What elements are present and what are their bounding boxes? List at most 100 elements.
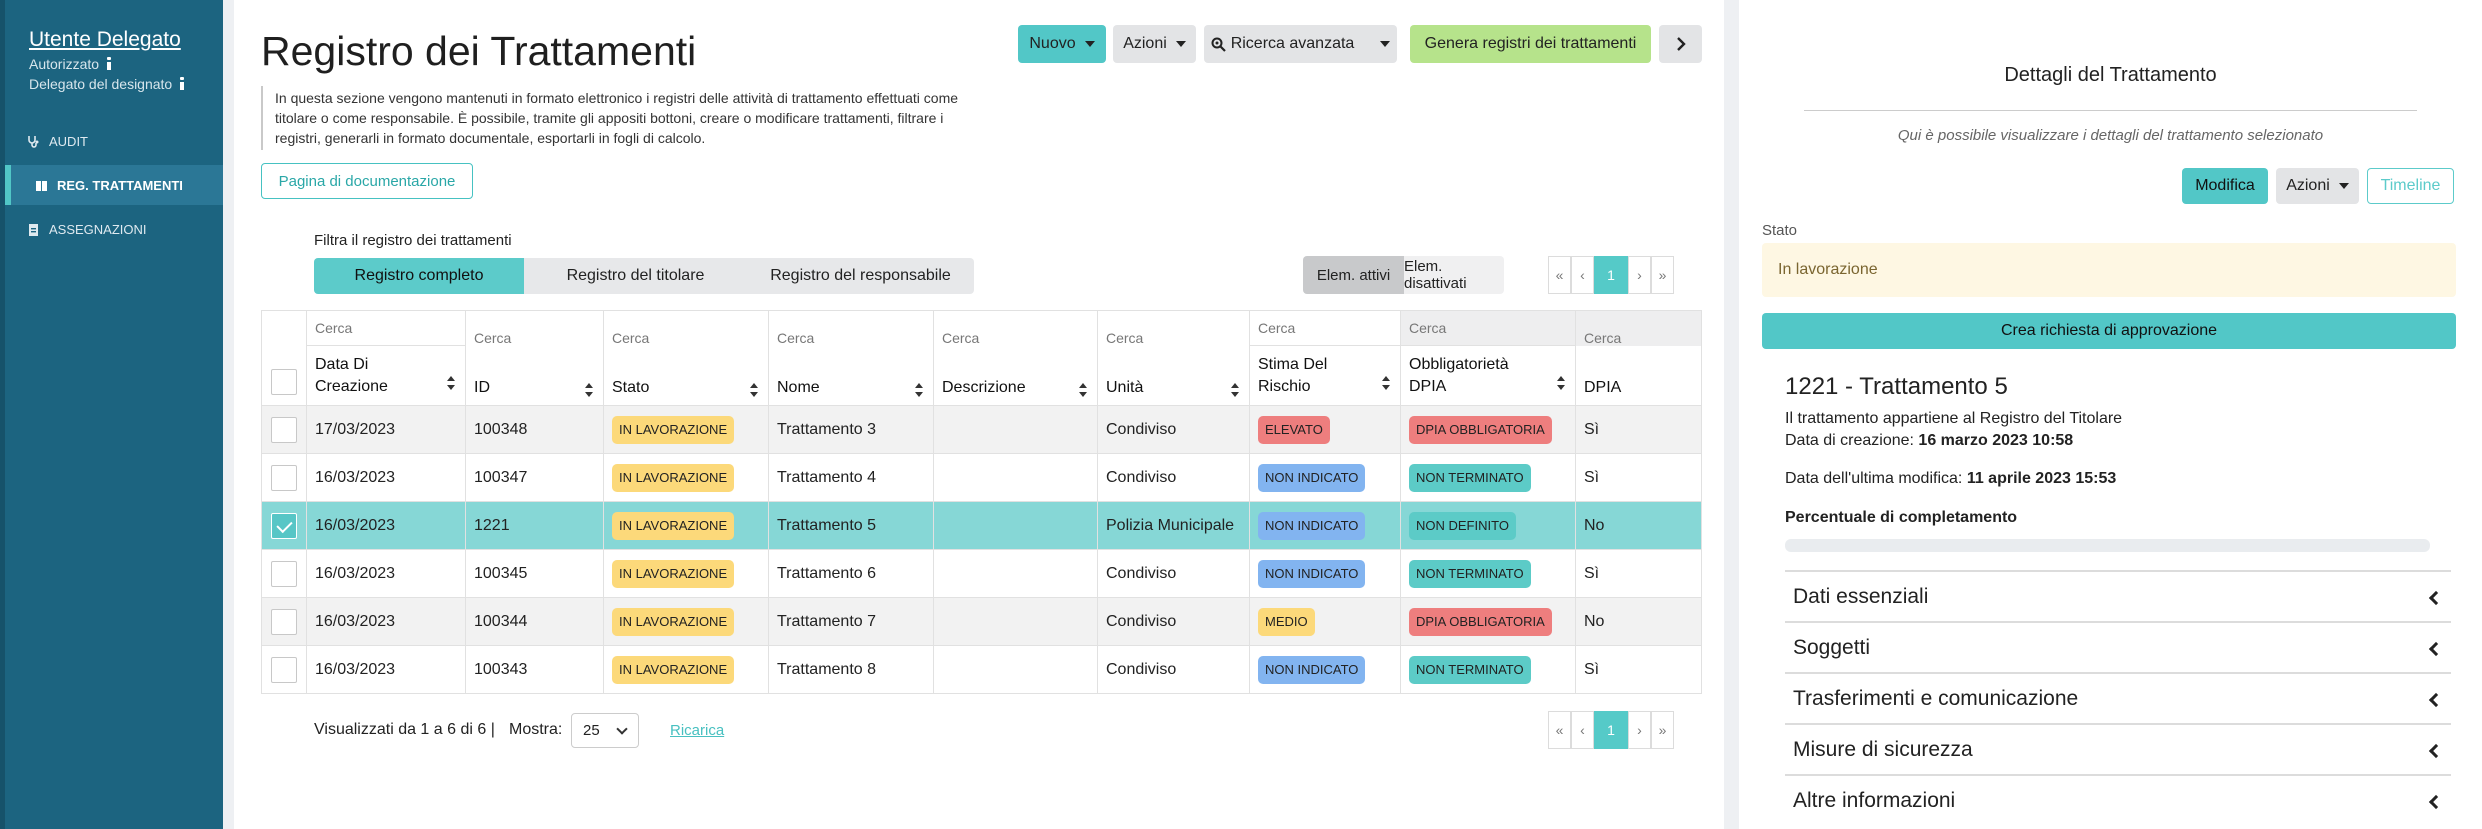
cell-stato: IN LAVORAZIONE	[603, 501, 769, 550]
created-date: Data di creazione: 16 marzo 2023 10:58	[1785, 432, 2073, 450]
sidebar-item-reg-trattamenti[interactable]: REG. TRATTAMENTI	[5, 165, 223, 205]
chevron-right-icon	[1676, 37, 1686, 51]
column-header-stato[interactable]: Stato	[603, 345, 769, 406]
column-header-obbligatorieta-dpia[interactable]: Obbligatorietà DPIA	[1400, 345, 1576, 406]
user-name[interactable]: Utente Delegato	[29, 28, 181, 51]
table-row-selected[interactable]: 16/03/2023 1221 IN LAVORAZIONE Trattamen…	[261, 501, 1702, 550]
cell-id: 1221	[465, 501, 604, 550]
accordion-trasferimenti[interactable]: Trasferimenti e comunicazione	[1785, 672, 2451, 723]
table-row[interactable]: 16/03/2023 100343 IN LAVORAZIONE Trattam…	[261, 645, 1702, 694]
tab-registro-completo[interactable]: Registro completo	[314, 258, 524, 294]
tab-registro-titolare[interactable]: Registro del titolare	[524, 258, 747, 294]
cell-unita: Condiviso	[1097, 549, 1250, 598]
row-checkbox[interactable]	[271, 656, 297, 683]
table-row[interactable]: 17/03/2023 100348 IN LAVORAZIONE Trattam…	[261, 405, 1702, 454]
status-badge: IN LAVORAZIONE	[612, 655, 735, 684]
column-header-dpia[interactable]: DPIA	[1575, 345, 1702, 406]
timeline-button[interactable]: Timeline	[2367, 168, 2454, 204]
cell-rischio: NON INDICATO	[1249, 645, 1401, 694]
panel-azioni-dropdown[interactable]: Azioni	[2276, 168, 2359, 204]
search-unita[interactable]: Cerca	[1097, 310, 1250, 346]
row-checkbox[interactable]	[271, 560, 297, 587]
accordion-label: Misure di sicurezza	[1793, 737, 1973, 761]
pagination-next[interactable]: ›	[1628, 256, 1651, 294]
toggle-elementi-disattivati[interactable]: Elem. disattivati	[1404, 256, 1504, 294]
column-header-id[interactable]: ID	[465, 345, 604, 406]
cell-id: 100347	[465, 453, 604, 502]
cell-nome: Trattamento 4	[768, 453, 934, 502]
accordion-misure-sicurezza[interactable]: Misure di sicurezza	[1785, 723, 2451, 774]
column-header-stima-rischio[interactable]: Stima Del Rischio	[1249, 345, 1401, 406]
row-select-cell	[261, 549, 307, 598]
row-checkbox-checked[interactable]	[271, 512, 297, 539]
ricerca-avanzata-button[interactable]: Ricerca avanzata	[1204, 25, 1397, 63]
table-row[interactable]: 16/03/2023 100344 IN LAVORAZIONE Trattam…	[261, 597, 1702, 646]
stato-label: Stato	[1762, 222, 1798, 239]
modified-date: Data dell'ultima modifica: 11 aprile 202…	[1785, 470, 2116, 488]
column-header-data-creazione[interactable]: Data Di Creazione	[306, 345, 466, 406]
pagination-first[interactable]: «	[1548, 256, 1571, 294]
stato-value: In lavorazione	[1762, 243, 2456, 297]
column-header-nome[interactable]: Nome	[768, 345, 934, 406]
azioni-dropdown-button[interactable]: Azioni	[1113, 25, 1196, 63]
pagination-prev[interactable]: ‹	[1571, 711, 1594, 749]
column-label: DPIA	[1584, 379, 1622, 396]
search-dpia[interactable]: Cerca	[1575, 310, 1702, 346]
pagination-last[interactable]: »	[1651, 256, 1674, 294]
row-checkbox[interactable]	[271, 416, 297, 443]
azioni-label: Azioni	[1123, 35, 1167, 52]
pagination-prev[interactable]: ‹	[1571, 256, 1594, 294]
pagination-page-1[interactable]: 1	[1594, 256, 1628, 294]
search-obbligatorieta[interactable]: Cerca	[1400, 310, 1576, 346]
search-descrizione[interactable]: Cerca	[933, 310, 1098, 346]
pagination-first[interactable]: «	[1548, 711, 1571, 749]
clipboard-icon	[27, 223, 40, 236]
ricarica-link[interactable]: Ricarica	[670, 722, 725, 739]
row-checkbox[interactable]	[271, 608, 297, 635]
pagination-last[interactable]: »	[1651, 711, 1674, 749]
nuovo-dropdown-button[interactable]: Nuovo	[1018, 25, 1106, 63]
table-row[interactable]: 16/03/2023 100347 IN LAVORAZIONE Trattam…	[261, 453, 1702, 502]
cell-descrizione	[933, 645, 1098, 694]
search-data-creazione[interactable]: Cerca	[306, 310, 466, 346]
select-all-checkbox[interactable]	[271, 369, 297, 395]
next-arrow-button[interactable]	[1659, 25, 1702, 63]
column-header-unita[interactable]: Unità	[1097, 345, 1250, 406]
table-info: Visualizzati da 1 a 6 di 6 |	[314, 721, 495, 738]
page-size-select[interactable]: 25	[571, 713, 639, 748]
table-row[interactable]: 16/03/2023 100345 IN LAVORAZIONE Trattam…	[261, 549, 1702, 598]
azioni-label: Azioni	[2286, 177, 2330, 194]
accordion-altre-informazioni[interactable]: Altre informazioni	[1785, 774, 2451, 825]
search-id[interactable]: Cerca	[465, 310, 604, 346]
info-icon[interactable]	[104, 57, 114, 70]
dpia-required-badge: NON TERMINATO	[1409, 559, 1531, 588]
cell-obbligatorieta: NON TERMINATO	[1400, 453, 1576, 502]
column-header-descrizione[interactable]: Descrizione	[933, 345, 1098, 406]
pagination-page-1[interactable]: 1	[1594, 711, 1628, 749]
sidebar-item-audit[interactable]: AUDIT	[5, 121, 223, 161]
cell-descrizione	[933, 597, 1098, 646]
row-checkbox[interactable]	[271, 464, 297, 491]
cell-descrizione	[933, 549, 1098, 598]
tab-registro-responsabile[interactable]: Registro del responsabile	[747, 258, 974, 294]
search-stato[interactable]: Cerca	[603, 310, 769, 346]
modifica-button[interactable]: Modifica	[2182, 168, 2268, 204]
info-icon[interactable]	[177, 77, 187, 90]
crea-richiesta-button[interactable]: Crea richiesta di approvazione	[1762, 313, 2456, 349]
detail-title: 1221 - Trattamento 5	[1785, 373, 2008, 400]
trattamenti-table: Cerca Cerca Cerca Cerca Cerca Cerca Cerc…	[261, 310, 1702, 694]
accordion-dati-essenziali[interactable]: Dati essenziali	[1785, 570, 2451, 621]
genera-registri-button[interactable]: Genera registri dei trattamenti	[1410, 25, 1651, 63]
sidebar-item-assegnazioni[interactable]: ASSEGNAZIONI	[5, 209, 223, 249]
search-nome[interactable]: Cerca	[768, 310, 934, 346]
toggle-elementi-attivi[interactable]: Elem. attivi	[1303, 256, 1404, 294]
column-label: Descrizione	[942, 379, 1026, 396]
cell-dpia: Sì	[1575, 645, 1702, 694]
documentation-button[interactable]: Pagina di documentazione	[261, 163, 473, 199]
cell-descrizione	[933, 501, 1098, 550]
accordion-soggetti[interactable]: Soggetti	[1785, 621, 2451, 672]
pagination-next[interactable]: ›	[1628, 711, 1651, 749]
risk-badge: NON INDICATO	[1258, 463, 1366, 492]
search-stima-rischio[interactable]: Cerca	[1249, 310, 1401, 346]
cell-nome: Trattamento 5	[768, 501, 934, 550]
